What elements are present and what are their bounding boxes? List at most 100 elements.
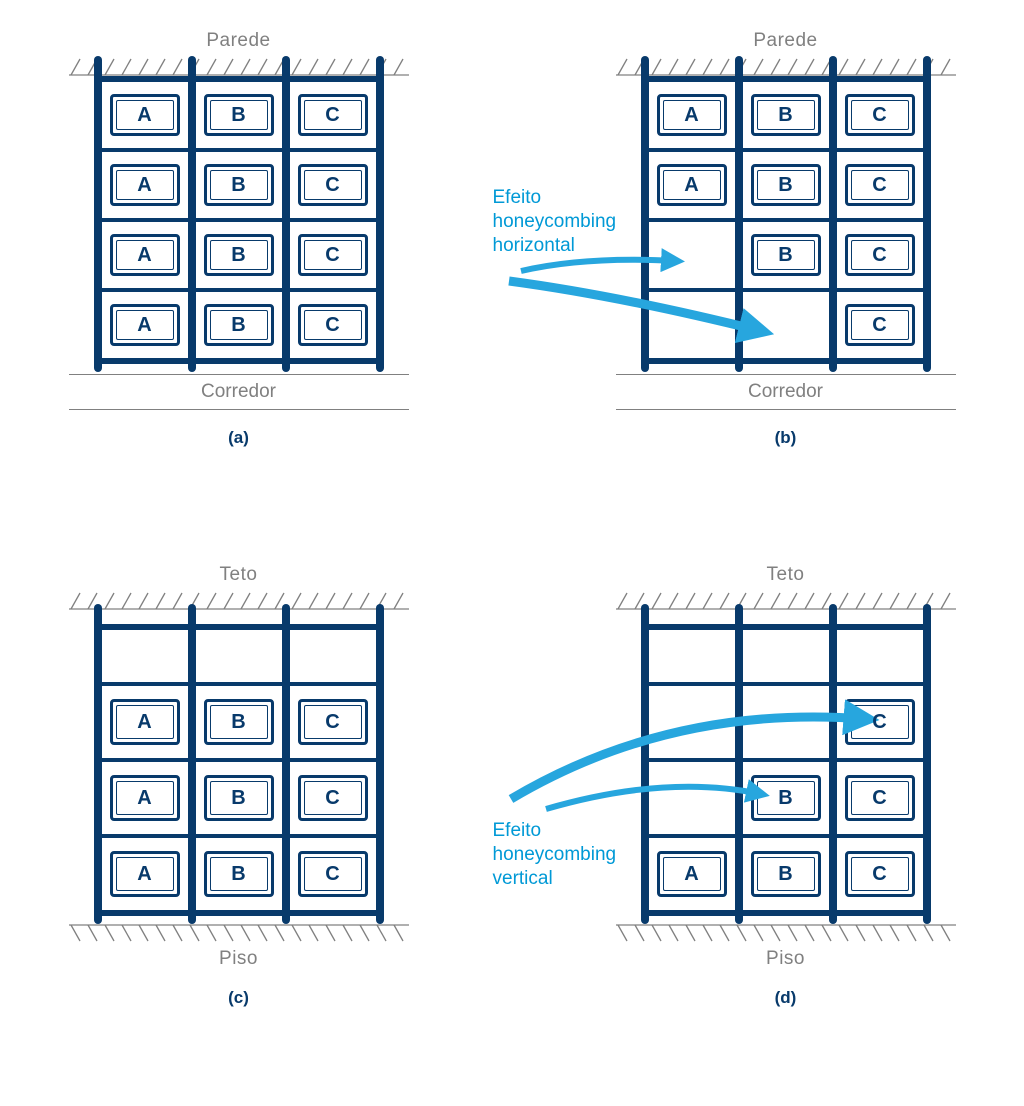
storage-box: A [110, 699, 180, 745]
box-letter: B [231, 174, 245, 197]
rack-cell [645, 220, 739, 290]
storage-box: B [204, 851, 274, 897]
rack-cell: C [833, 80, 927, 150]
rack-cell-empty [286, 628, 380, 684]
rack-wrap: ABCABCABC [94, 624, 384, 916]
hatch-bottom [69, 924, 409, 942]
rack-cell: C [286, 80, 380, 150]
storage-box: B [204, 94, 274, 136]
rack-cell: B [192, 80, 286, 150]
sub-label: (a) [228, 428, 249, 448]
storage-box: B [751, 234, 821, 276]
box-letter: B [231, 104, 245, 127]
storage-box: B [751, 775, 821, 821]
rack-cell: B [192, 760, 286, 836]
rack-cell: C [286, 760, 380, 836]
box-letter: A [684, 174, 698, 197]
hatch-top [616, 58, 956, 76]
storage-box: A [110, 851, 180, 897]
annot-line: vertical [493, 868, 553, 889]
box-letter: B [778, 787, 792, 810]
storage-box: B [204, 775, 274, 821]
hatch-top [69, 58, 409, 76]
rack-cell: C [833, 760, 927, 836]
panel-c: Teto ABCABCABC Piso (c) [20, 564, 457, 1008]
storage-box: A [110, 304, 180, 346]
panel-a: Parede A B C A B C A B C A B C Corredor (a) [20, 30, 457, 474]
top-label: Parede [206, 30, 270, 52]
rack-cell [739, 290, 833, 360]
box-letter: A [137, 174, 151, 197]
corridor-label: Corredor [69, 375, 409, 409]
storage-box: A [110, 775, 180, 821]
storage-box: C [845, 775, 915, 821]
storage-box: C [298, 851, 368, 897]
storage-box: A [657, 851, 727, 897]
rack-cell: C [286, 684, 380, 760]
box-letter: B [231, 711, 245, 734]
hatch-bottom [616, 924, 956, 942]
storage-box: C [298, 699, 368, 745]
storage-box: B [204, 234, 274, 276]
rack-cell: B [739, 760, 833, 836]
rack-cell: A [98, 836, 192, 912]
annotation-horizontal: Efeito honeycombing horizontal [493, 186, 617, 257]
box-letter: C [325, 244, 339, 267]
rack-cell: C [833, 290, 927, 360]
box-letter: A [137, 104, 151, 127]
sub-label: (b) [775, 428, 797, 448]
rack-cell: A [98, 760, 192, 836]
storage-box: B [751, 851, 821, 897]
rack-cell: B [739, 150, 833, 220]
rack-cell-empty [98, 628, 192, 684]
box-letter: C [872, 244, 886, 267]
top-label: Teto [767, 564, 805, 586]
annot-line: honeycombing [493, 844, 617, 865]
box-letter: C [325, 174, 339, 197]
storage-box: C [298, 234, 368, 276]
top-label: Teto [220, 564, 258, 586]
rack-cell: A [645, 150, 739, 220]
rack-cell: C [286, 836, 380, 912]
box-letter: A [137, 863, 151, 886]
rack: ABCABCBCC [641, 76, 931, 364]
rack-cell: B [192, 836, 286, 912]
rack: ABCABCABC [94, 624, 384, 916]
box-letter: B [231, 863, 245, 886]
corridor-label: Corredor [616, 375, 956, 409]
box-letter: B [778, 244, 792, 267]
storage-box: B [204, 304, 274, 346]
sub-label: (d) [775, 988, 797, 1008]
rack-cell-empty [192, 628, 286, 684]
rack-cell: C [833, 684, 927, 760]
box-letter: C [325, 104, 339, 127]
box-letter: A [137, 314, 151, 337]
rack-cell: B [192, 220, 286, 290]
rack-cell: B [739, 836, 833, 912]
annot-line: horizontal [493, 235, 575, 256]
rack-cell [739, 684, 833, 760]
bottom-label: Piso [219, 948, 258, 970]
storage-box: B [751, 94, 821, 136]
rack-cell: A [98, 80, 192, 150]
box-letter: A [684, 104, 698, 127]
rack-cell: B [192, 684, 286, 760]
storage-box: C [845, 304, 915, 346]
panel-d: Teto CBCABC Efeito honeycom [567, 564, 1004, 1008]
box-letter: B [231, 244, 245, 267]
top-label: Parede [753, 30, 817, 52]
box-letter: B [231, 314, 245, 337]
storage-box: A [110, 94, 180, 136]
storage-box: C [298, 94, 368, 136]
storage-box: C [845, 94, 915, 136]
storage-box: A [657, 94, 727, 136]
box-letter: A [137, 711, 151, 734]
rack-cell: C [833, 150, 927, 220]
annot-line: Efeito [493, 820, 542, 841]
storage-box: A [110, 234, 180, 276]
box-letter: C [872, 174, 886, 197]
rack-cell: C [286, 290, 380, 360]
rack-cell-empty [739, 628, 833, 684]
box-letter: C [325, 787, 339, 810]
box-letter: C [325, 314, 339, 337]
